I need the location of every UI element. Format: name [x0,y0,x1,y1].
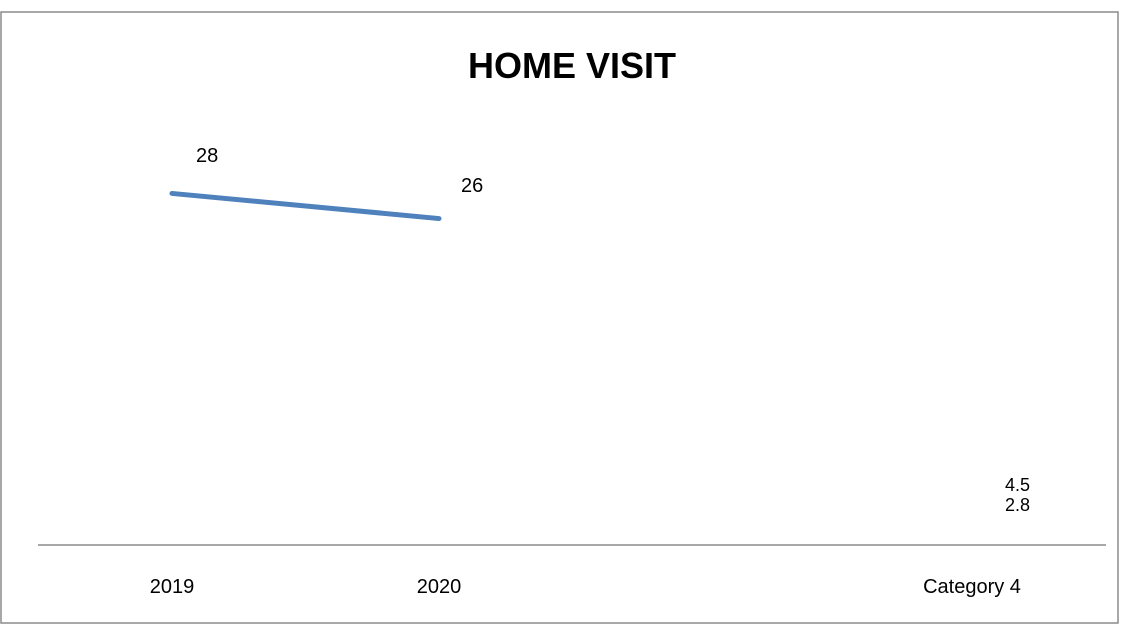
x-tick-label-2019: 2019 [150,576,195,598]
chart-title: HOME VISIT [468,45,676,86]
data-label-2020: 26 [461,175,483,197]
data-label-category-4-second: 2.8 [1005,495,1030,515]
x-tick-label-2020: 2020 [417,576,462,598]
data-label-2019: 28 [196,145,218,167]
chart-border [0,11,1119,624]
x-tick-label-category-4: Category 4 [923,576,1021,598]
data-label-category-4-first: 4.5 [1005,475,1030,495]
series-line [169,190,442,222]
